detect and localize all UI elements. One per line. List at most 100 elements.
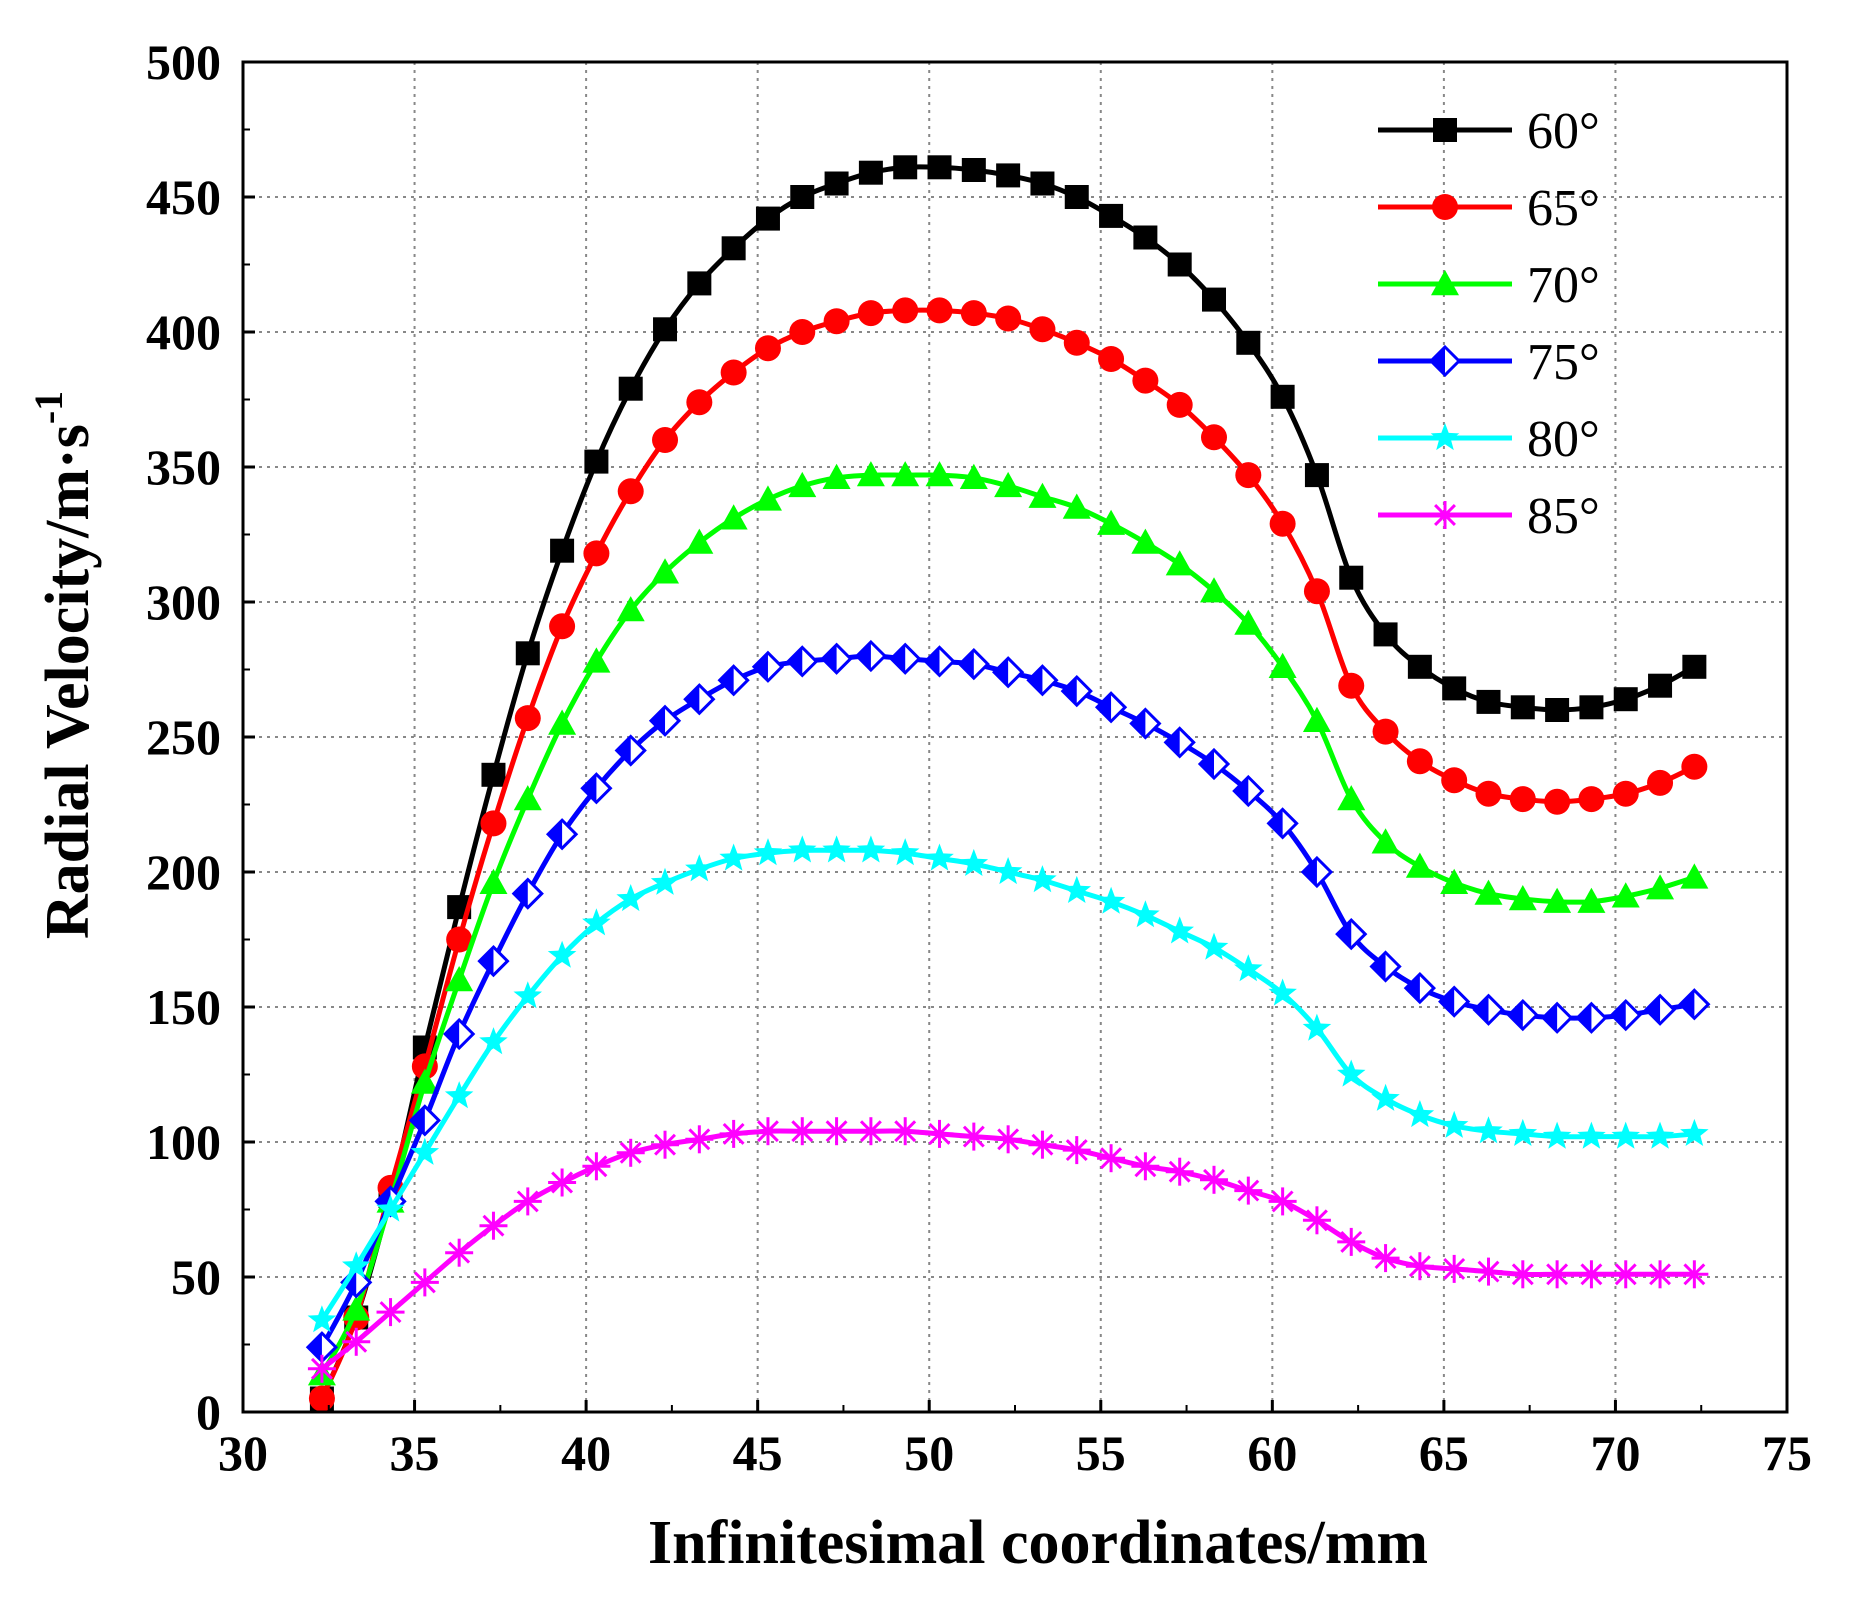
- series-65deg-point-16: [857, 300, 884, 327]
- x-tick-label-35: 35: [390, 1425, 440, 1481]
- series-60deg-point-39: [1648, 673, 1673, 698]
- x-tick-label-30: 30: [218, 1425, 268, 1481]
- series-75deg-point-4-half: [445, 1020, 460, 1048]
- series-65deg-point-12: [720, 359, 747, 386]
- series-85deg-point-0-stroke: [310, 1357, 333, 1380]
- series-60deg-point-11: [687, 271, 712, 296]
- series-75deg-point-29-half: [1302, 858, 1317, 886]
- series-75deg-point-5-half: [479, 947, 494, 976]
- series-85deg-point-22-stroke: [1065, 1139, 1088, 1162]
- series-70deg-point-16: [856, 461, 885, 487]
- series-layer: [305, 155, 1711, 1412]
- series-80deg-point-33: [1439, 1110, 1469, 1138]
- series-85deg-point-32-stroke: [1408, 1255, 1431, 1278]
- series-60deg-point-14: [790, 185, 815, 209]
- y-tick-label-350: 350: [146, 439, 221, 495]
- series-85deg-point-35: [1508, 1260, 1537, 1289]
- series-75deg-point-3-half: [410, 1106, 425, 1135]
- series-60deg-point-5: [481, 762, 506, 787]
- series-85deg-point-2-stroke: [379, 1301, 402, 1324]
- series-75deg-point-20-half: [994, 658, 1009, 687]
- series-65deg-point-32: [1406, 748, 1433, 775]
- series-85deg-point-31-stroke: [1374, 1247, 1397, 1270]
- series-75deg-point-9-half: [616, 736, 631, 765]
- series-85deg-point-8-stroke: [585, 1155, 608, 1178]
- series-85deg-point-35-stroke: [1511, 1263, 1534, 1286]
- series-75deg-point-39: [1643, 993, 1677, 1026]
- ticks-layer: 30 35 40 45 50 55 60 65 70 75 0 50 100 150 200 250 300 35…: [146, 34, 1812, 1481]
- series-65deg-point-22: [1063, 329, 1090, 356]
- series-75deg-point-6-half: [513, 879, 528, 908]
- series-85deg-point-8: [582, 1152, 611, 1181]
- series-70deg-point-29: [1302, 706, 1331, 732]
- legend-item-85deg-marker: [1431, 501, 1459, 529]
- series-60deg-point-21: [1030, 171, 1055, 196]
- series-75deg-point-15-half: [822, 644, 837, 673]
- series-70deg-point-1: [342, 1295, 371, 1321]
- x-tick-label-70: 70: [1590, 1425, 1640, 1481]
- series-75deg-point-32: [1403, 971, 1436, 1005]
- legend-item-65deg-label: 65°: [1527, 180, 1600, 237]
- series-80deg-point-18: [925, 843, 954, 871]
- legend-item-85deg-marker-stroke: [1434, 504, 1456, 526]
- series-80deg-point-15: [822, 835, 851, 863]
- legend-item-70deg-label: 70°: [1527, 257, 1600, 314]
- series-70deg-point-9: [616, 596, 645, 622]
- series-70deg-point-22: [1062, 493, 1091, 519]
- series-60deg-point-34: [1476, 689, 1501, 714]
- legend-item-65deg: 65°: [1378, 180, 1600, 237]
- legend-item-75deg-label: 75°: [1527, 334, 1600, 391]
- series-65deg-point-26: [1201, 424, 1228, 451]
- series-60deg-point-35: [1510, 695, 1535, 720]
- y-tick-label-250: 250: [146, 709, 221, 765]
- series-70deg-point-7: [548, 709, 577, 735]
- series-75deg-point-40: [1678, 988, 1711, 1021]
- series-85deg-point-1-stroke: [345, 1330, 368, 1353]
- series-75deg-point-12: [717, 664, 750, 697]
- series-75deg-point-15: [820, 642, 853, 675]
- series-75deg-point-5: [477, 944, 510, 978]
- series-85deg-point-17-stroke: [894, 1120, 917, 1143]
- series-75deg-point-0: [305, 1331, 339, 1364]
- series-75deg-point-35: [1506, 998, 1539, 1032]
- series-80deg-point-27: [1234, 954, 1263, 982]
- series-75deg-point-14: [786, 645, 819, 678]
- series-70deg-point-35: [1508, 885, 1537, 911]
- grid-layer: [243, 62, 1787, 1412]
- series-65deg-point-19: [960, 300, 987, 327]
- series-70deg-point-17: [891, 461, 920, 487]
- series-75deg-point-28-half: [1268, 809, 1283, 838]
- series-70deg-point-15: [822, 463, 851, 489]
- series-80deg-point-24: [1131, 900, 1160, 928]
- series-80deg-point-25: [1165, 916, 1194, 944]
- series-70deg-point-18: [925, 461, 954, 487]
- series-75deg-point-17: [889, 642, 922, 675]
- x-tick-label-65: 65: [1419, 1425, 1469, 1481]
- series-75deg-point-38: [1609, 998, 1642, 1032]
- series-75deg-point-20: [992, 656, 1025, 689]
- series-70deg-point-32: [1405, 852, 1434, 878]
- series-75deg-point-7-half: [548, 820, 563, 849]
- series-65deg-point-13: [754, 335, 781, 362]
- series-85deg-point-7-stroke: [551, 1171, 574, 1194]
- series-75deg-point-22-half: [1062, 677, 1077, 706]
- series-85deg-point-22: [1062, 1136, 1091, 1165]
- series-65deg-point-17: [892, 297, 919, 324]
- series-75deg-point-25: [1163, 726, 1196, 759]
- series-65deg-point-37: [1578, 786, 1605, 813]
- series-60deg-point-36: [1545, 698, 1570, 722]
- series-85deg-point-25-stroke: [1168, 1160, 1191, 1183]
- series-80deg-point-26: [1199, 932, 1229, 960]
- series-65deg-point-9: [617, 478, 644, 505]
- series-80deg-point-28: [1268, 978, 1297, 1006]
- series-85deg-point-26-stroke: [1203, 1168, 1225, 1191]
- series-85deg-point-34: [1474, 1257, 1503, 1286]
- series-70deg-point-24: [1131, 528, 1160, 554]
- series-80deg-point-34: [1474, 1116, 1503, 1144]
- series-85deg-point-13: [753, 1117, 782, 1146]
- series-85deg-point-11-stroke: [688, 1128, 711, 1151]
- series-65deg-point-24: [1132, 367, 1159, 394]
- y-tick-label-100: 100: [146, 1114, 221, 1170]
- series-85deg-point-40: [1680, 1260, 1709, 1289]
